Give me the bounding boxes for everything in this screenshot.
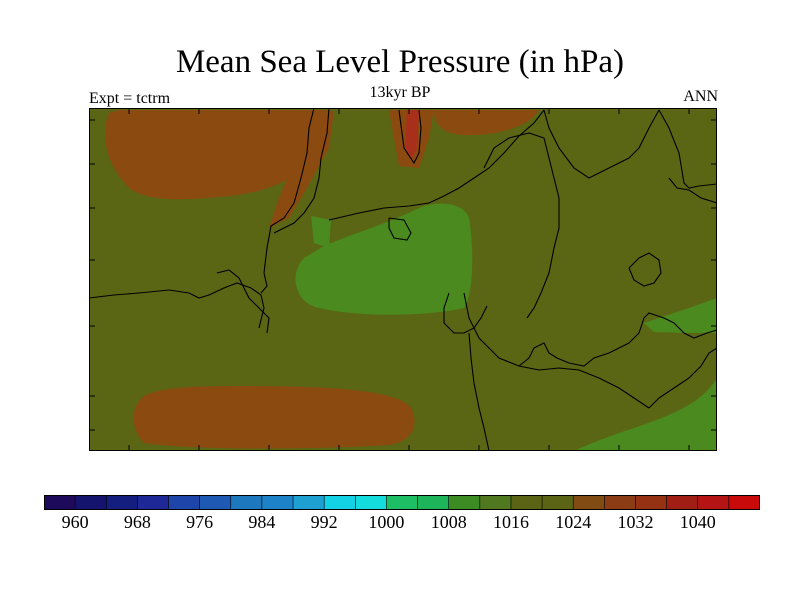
experiment-label: Expt = tctrm [89,90,171,107]
colorbar-swatch [230,495,263,510]
coastline-central-america [89,282,265,329]
colorbar-tick-label: 992 [310,512,338,532]
high-pressure-region-north [105,110,327,200]
coastline-north-america-coast [273,108,330,234]
low-pressure-region-east-patch [644,298,717,333]
map-frame [89,108,717,451]
coastline-greenland [398,109,422,165]
coastlines [89,108,717,451]
colorbar-swatch [199,495,232,510]
colorbar-swatch [44,495,76,510]
coastline-iceland-shelf [388,217,412,241]
colorbar-tick-label: 968 [123,512,151,532]
coastline-arabia [648,347,717,409]
coastline-europe [483,132,560,319]
coastline-caspian [628,252,662,287]
colorbar-swatch [417,495,450,510]
high-pressure-region-south [133,386,415,449]
coastline-africa-north [463,292,650,409]
season-label: ANN [683,88,718,105]
coastline-mediterranean [518,342,630,367]
colorbar-tick-label: 1016 [492,512,529,532]
high-pressure-region-northeast [434,110,539,136]
colorbar-swatch [168,495,201,510]
high-pressure-region-west-tongue [269,111,334,228]
coastline-scandinavia [543,109,660,179]
colorbar-tick-label: 976 [186,512,214,532]
coastline-caribbean-islands [216,269,270,334]
coastline-asia-north [658,109,717,189]
colorbar-swatch [105,495,138,510]
coastline-africa-west [468,332,490,451]
coastline-iberia [443,292,488,334]
colorbar-swatch [448,495,481,510]
colorbar-swatch [635,495,668,510]
colorbar-swatch [261,495,294,510]
low-pressure-region-west-patch [311,216,331,248]
coastline-north-america-east [260,108,315,294]
colorbar-swatch [697,495,730,510]
colorbar-swatch [572,495,605,510]
colorbar-swatch [604,495,637,510]
colorbar-swatch [666,495,699,510]
colorbar-tick-label: 1040 [679,512,716,532]
colorbar-swatch [323,495,356,510]
colorbar-swatch [354,495,388,510]
colorbar-swatch [74,495,107,510]
colorbar-tick-label: 1032 [617,512,654,532]
pressure-map [89,108,717,451]
colorbar-swatch [386,495,419,510]
colorbar-swatch [292,495,325,510]
colorbar-tick-label: 1008 [430,512,467,532]
low-pressure-region-southeast [574,378,717,451]
colorbar-swatch [479,495,512,510]
plot-title: Mean Sea Level Pressure (in hPa) [175,44,625,80]
colorbar [44,495,760,510]
plot-subtitle: 13kyr BP [369,84,431,101]
colorbar-frame [44,495,760,510]
colorbar-tick-label: 1000 [368,512,405,532]
colorbar-tick-label: 960 [61,512,89,532]
coastline-middle-east [628,312,717,344]
coastline-black-sea [668,177,717,204]
very-high-pressure-core [405,110,419,160]
colorbar-tick-label: 1024 [555,512,592,532]
low-pressure-region-central [295,203,473,315]
colorbar-swatch [728,495,760,510]
colorbar-swatch [137,495,170,510]
colorbar-tick-label: 984 [248,512,276,532]
colorbar-swatch [541,495,574,510]
colorbar-swatch [510,495,543,510]
